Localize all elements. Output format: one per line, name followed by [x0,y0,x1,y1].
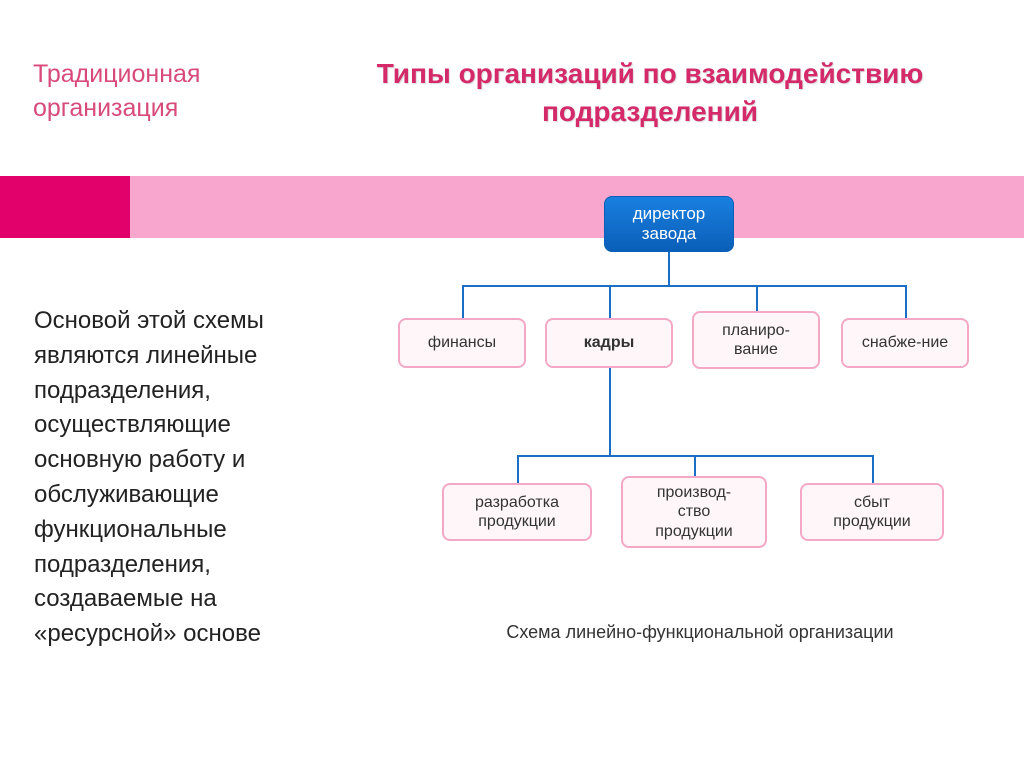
node-razr-label: разработкапродукции [475,493,559,531]
connector-drop-1a [462,285,464,318]
node-plan-label: планиро-вание [722,321,790,359]
connector-root-stem [668,252,670,285]
node-root: директорзавода [604,196,734,252]
body-paragraph: Основой этой схемы являются линейные под… [34,304,344,652]
node-fin-label: финансы [428,333,496,352]
node-sbyt: сбытпродукции [800,483,944,541]
accent-band-light [130,176,1024,238]
connector-drop-1d [905,285,907,318]
node-root-label: директорзавода [633,204,705,245]
node-fin: финансы [398,318,526,368]
slide-title: Типы организаций по взаимодействию подра… [310,55,990,131]
connector-bus-1 [462,285,907,287]
connector-drop-1b [609,285,611,318]
node-kadry: кадры [545,318,673,368]
node-plan: планиро-вание [692,311,820,369]
node-razr: разработкапродукции [442,483,592,541]
node-kadry-label: кадры [584,333,635,352]
connector-drop-1c [756,285,758,311]
slide-subtitle: Традиционнаяорганизация [33,58,200,126]
accent-band-dark [0,176,130,238]
connector-stem-2 [609,368,611,455]
node-proizv-label: производ-ствопродукции [655,483,732,541]
node-proizv: производ-ствопродукции [621,476,767,548]
node-snab: снабже-ние [841,318,969,368]
connector-drop-2c [872,455,874,483]
node-snab-label: снабже-ние [862,333,948,352]
chart-caption: Схема линейно-функциональной организации [430,622,970,643]
connector-drop-2a [517,455,519,483]
node-sbyt-label: сбытпродукции [833,493,910,531]
connector-drop-2b [694,455,696,476]
